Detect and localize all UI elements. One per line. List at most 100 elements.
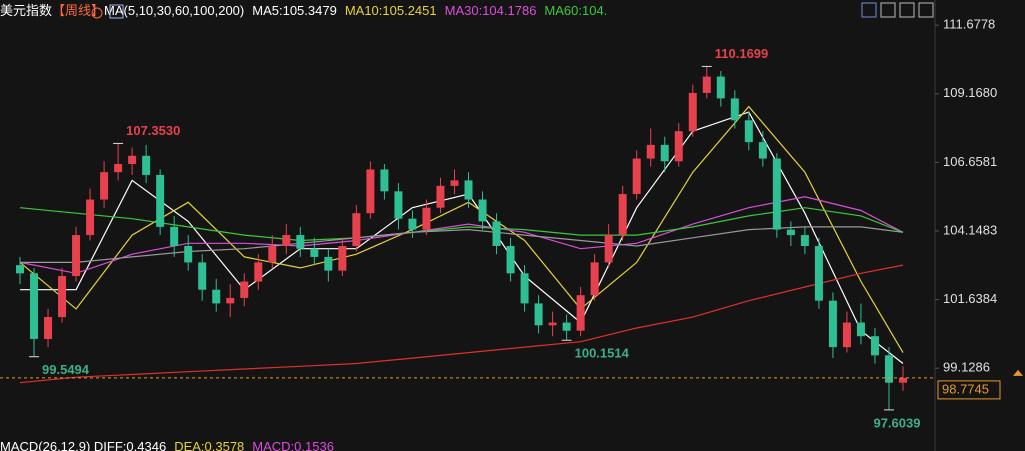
y-tick-label: 111.6778 <box>943 17 995 32</box>
candle-body <box>632 158 641 195</box>
icon <box>91 7 103 19</box>
annotation-label: 99.5494 <box>42 362 90 377</box>
last-price-box <box>937 380 1001 400</box>
candle-body <box>464 180 473 200</box>
candle-body <box>520 273 529 304</box>
candle-body <box>128 155 137 164</box>
annotation-label: 107.3530 <box>126 123 180 138</box>
tool-icon[interactable] <box>880 2 896 18</box>
candle-body <box>506 246 515 274</box>
candle-body <box>380 169 389 192</box>
ma-line <box>20 226 904 263</box>
candle-body <box>884 355 893 383</box>
candle-body <box>324 256 333 271</box>
legend-entry: MA10:105.2451 <box>345 3 437 18</box>
candle-body <box>744 120 753 143</box>
toolbar <box>861 2 934 18</box>
candle-body <box>58 276 67 318</box>
tool-icon[interactable] <box>861 2 877 18</box>
footer-entry: MACD:0.1536 <box>252 439 334 451</box>
candle-body <box>408 218 417 230</box>
tool-icon[interactable] <box>899 2 915 18</box>
candle-body <box>562 322 571 331</box>
candle-body <box>478 199 487 222</box>
candle-body <box>604 235 613 263</box>
legend-entry: MA5:105.3479 <box>252 3 337 18</box>
ma-line <box>19 264 904 384</box>
candle-body <box>702 76 711 93</box>
ma-line <box>19 196 904 274</box>
annotation-label: 100.1514 <box>575 346 630 361</box>
y-tick-label: 101.6384 <box>943 291 997 306</box>
candle-body <box>576 295 585 331</box>
candle-body <box>254 262 263 282</box>
candle-body <box>310 248 319 257</box>
header: 美元指数【周线】MA(5,10,30,60,100,200) MA5:105.34… <box>0 3 607 18</box>
candle-body <box>352 213 361 246</box>
candle-body <box>366 169 375 214</box>
candle-body <box>800 235 809 246</box>
y-tick-label: 106.6581 <box>943 154 997 169</box>
candle-body <box>674 131 683 162</box>
annotation-label: 110.1699 <box>715 46 769 61</box>
candle-body <box>212 289 221 304</box>
candle-body <box>450 180 459 186</box>
candle-body <box>226 297 235 304</box>
period: 【周线】 <box>52 3 104 18</box>
legend-entry: MA60:104. <box>544 3 607 18</box>
footer-entry: MACD(26,12,9) DIFF:0.4346 <box>0 439 166 451</box>
candle-body <box>590 262 599 296</box>
candle-body <box>828 300 837 348</box>
candle-body <box>660 144 669 162</box>
icon <box>109 4 124 19</box>
candle-body <box>688 92 697 132</box>
candle-body <box>772 158 781 230</box>
candle-body <box>86 199 95 236</box>
candle-body <box>899 377 907 383</box>
candle-body <box>30 273 39 339</box>
candle-body <box>618 194 627 236</box>
candle-body <box>170 226 179 246</box>
candle-body <box>282 235 291 246</box>
y-tick-label: 104.1483 <box>943 222 997 237</box>
candle-body <box>492 221 501 246</box>
candle-body <box>240 281 249 298</box>
candle-body <box>338 246 347 271</box>
candle-body <box>870 336 879 356</box>
candle-body <box>730 98 739 121</box>
candle-body <box>72 235 81 277</box>
candle-body <box>646 144 655 159</box>
candle-body <box>296 235 305 249</box>
candle-body <box>436 185 445 208</box>
candle-body <box>786 229 795 236</box>
candle-body <box>548 322 557 326</box>
candle-body <box>184 246 193 263</box>
indicator: MA(5,10,30,60,100,200) <box>104 3 244 18</box>
candle-body <box>268 246 277 263</box>
candle-body <box>16 265 24 274</box>
y-tick-label: 109.1680 <box>943 85 997 100</box>
candle-body <box>44 317 53 339</box>
candle-body <box>814 246 823 301</box>
candle-body <box>114 164 123 173</box>
candle-body <box>534 303 543 326</box>
ma-line <box>19 207 904 242</box>
candle-body <box>842 322 851 348</box>
candle-body <box>100 172 109 200</box>
candle-body <box>716 76 725 99</box>
footer: MACD(26,12,9) DIFF:0.4346 DEA:0.3578 MACD:… <box>0 439 334 451</box>
symbol: 美元指数 <box>0 3 52 18</box>
candle-body <box>758 142 767 159</box>
tool-icon[interactable] <box>918 2 934 18</box>
candle-body <box>856 322 865 337</box>
footer-entry: DEA:0.3578 <box>174 439 244 451</box>
last-price-label: 98.7745 <box>942 381 989 396</box>
candle-body <box>394 191 403 219</box>
legend-entry: MA30:104.1786 <box>445 3 537 18</box>
annotation-label: 97.6039 <box>873 415 920 430</box>
y-tick-label: 99.1286 <box>943 360 990 375</box>
last-price-arrow <box>1013 369 1023 376</box>
